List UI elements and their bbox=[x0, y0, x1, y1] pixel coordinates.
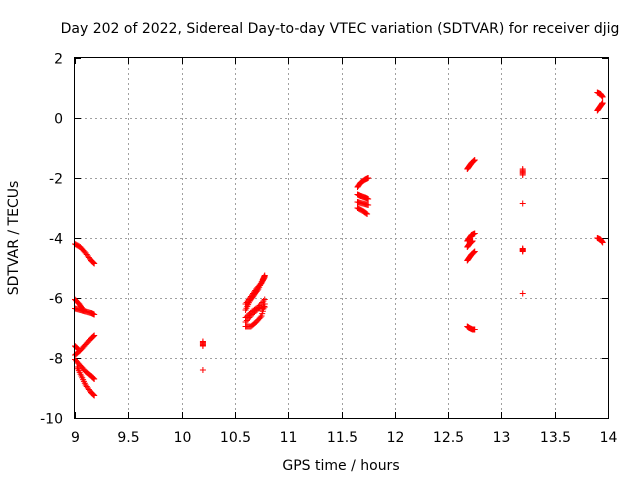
data-point-marker bbox=[79, 305, 86, 312]
y-tick-label: -10 bbox=[40, 412, 63, 428]
y-tick-label: -6 bbox=[49, 292, 63, 308]
data-point-marker bbox=[471, 326, 478, 333]
data-point-marker bbox=[471, 157, 478, 163]
data-point-marker bbox=[80, 307, 87, 313]
data-point-marker bbox=[91, 392, 98, 399]
data-point-marker bbox=[89, 259, 96, 266]
data-point-marker bbox=[90, 391, 97, 398]
x-tick-label: 11 bbox=[280, 430, 298, 446]
y-tick-label: -2 bbox=[49, 172, 63, 188]
data-point-marker bbox=[89, 391, 96, 398]
data-point-marker bbox=[261, 274, 268, 280]
data-point-marker bbox=[519, 290, 526, 297]
data-point-marker bbox=[519, 248, 526, 255]
y-axis-label: SDTVAR / TECUs bbox=[6, 181, 22, 296]
data-point-marker bbox=[261, 296, 268, 303]
x-tick-label: 9 bbox=[71, 430, 80, 446]
plot-frame bbox=[74, 57, 609, 419]
data-point-marker bbox=[199, 343, 206, 349]
data-point-marker bbox=[89, 374, 96, 381]
chart-title: Day 202 of 2022, Sidereal Day-to-day VTE… bbox=[61, 21, 620, 37]
x-axis-label: GPS time / hours bbox=[282, 458, 399, 474]
x-tick-label: 10.5 bbox=[220, 430, 251, 446]
grid-lines bbox=[75, 58, 608, 418]
data-point-marker bbox=[89, 333, 96, 340]
data-point-marker bbox=[261, 275, 268, 282]
data-point-marker bbox=[599, 94, 606, 100]
data-point-marker bbox=[257, 314, 264, 321]
data-point-marker bbox=[471, 249, 478, 256]
x-tick-label: 13.5 bbox=[540, 430, 571, 446]
data-point-marker bbox=[74, 345, 81, 352]
data-point-marker bbox=[470, 158, 477, 165]
data-point-marker bbox=[365, 175, 372, 181]
data-point-marker bbox=[90, 333, 97, 340]
data-point-marker bbox=[471, 230, 478, 237]
x-tick-label: 9.5 bbox=[117, 430, 139, 446]
x-tick-label: 14 bbox=[600, 430, 618, 446]
x-tick-label: 10 bbox=[174, 430, 192, 446]
data-point-marker bbox=[471, 248, 478, 255]
x-tick-label: 12.5 bbox=[433, 430, 464, 446]
data-point-marker bbox=[91, 332, 98, 339]
x-tick-label: 12 bbox=[387, 430, 405, 446]
data-point-marker bbox=[91, 311, 98, 318]
data-point-marker bbox=[91, 260, 98, 267]
data-point-marker bbox=[470, 249, 477, 256]
axis-ticks bbox=[75, 58, 609, 419]
y-tick-label: 0 bbox=[54, 112, 63, 128]
data-point-marker bbox=[469, 238, 476, 244]
data-point-marker bbox=[75, 346, 82, 352]
data-point-marker bbox=[519, 172, 526, 178]
y-tick-label: -4 bbox=[49, 232, 63, 248]
data-point-marker bbox=[599, 100, 606, 106]
x-tick-label: 13 bbox=[493, 430, 511, 446]
y-tick-label: 2 bbox=[54, 52, 63, 68]
data-point-marker bbox=[468, 238, 475, 245]
x-tick-label: 11.5 bbox=[327, 430, 358, 446]
data-point-marker bbox=[519, 200, 526, 207]
data-point-marker bbox=[365, 202, 372, 208]
tick-labels: 9 9.5 10 10.5 11 11.5 12 12.5 13 13.5 14 -10 -8 -6 -4 -… bbox=[40, 52, 617, 447]
y-tick-label: -8 bbox=[49, 352, 63, 368]
data-point-marker bbox=[599, 239, 606, 246]
data-point-marker bbox=[365, 196, 372, 202]
data-point-marker bbox=[261, 304, 268, 310]
data-points bbox=[72, 89, 606, 399]
data-point-marker bbox=[90, 375, 97, 382]
data-point-marker bbox=[364, 211, 371, 217]
data-point-marker bbox=[91, 376, 98, 382]
data-point-marker bbox=[199, 367, 206, 373]
data-point-marker bbox=[90, 259, 97, 266]
data-point-marker bbox=[363, 210, 370, 217]
data-point-marker bbox=[471, 157, 478, 164]
data-point-marker bbox=[468, 239, 475, 246]
